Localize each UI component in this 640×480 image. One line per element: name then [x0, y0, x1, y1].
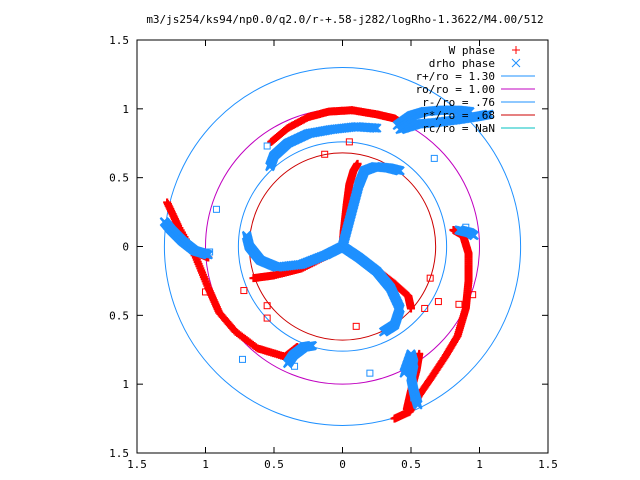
legend-label-2: r+/ro = 1.30	[416, 70, 495, 83]
legend-label-3: ro/ro = 1.00	[416, 83, 495, 96]
series-1-marker-2	[212, 205, 220, 213]
y-tick-label-0: 1.5	[109, 34, 129, 47]
series-0-marker-4	[240, 287, 248, 295]
circle-2	[237, 141, 448, 352]
series-0-marker-6	[434, 298, 442, 306]
x-tick-label-1: 1	[202, 458, 209, 471]
series-1-marker-4	[462, 223, 470, 231]
series-1-curve-4-point-70	[465, 106, 475, 117]
series-1-curve-2-point-84	[378, 327, 389, 337]
series-0-marker-9	[202, 288, 209, 296]
series-0-curve-2-point-70	[407, 304, 415, 313]
series-1-marker-3	[206, 248, 214, 256]
series-0-marker-5	[263, 302, 271, 310]
x-tick-label-3: 0	[339, 458, 346, 471]
legend-label-5: r*/ro = .68	[422, 109, 495, 122]
data-layer	[159, 105, 494, 423]
series-0-marker-0	[345, 138, 353, 146]
series-0-curve-5-point-140	[390, 414, 399, 423]
x-tick-label-2: 0.5	[264, 458, 284, 471]
x-tick-label-6: 1.5	[538, 458, 558, 471]
series-0-marker-7	[455, 300, 463, 308]
x-tick-label-0: 1.5	[127, 458, 147, 471]
y-tick-label-4: 0.5	[109, 309, 129, 322]
series-1-curve-7-point-70	[399, 368, 409, 378]
legend-swatch-1	[511, 58, 521, 68]
y-tick-label-3: 0	[122, 241, 129, 254]
legend-label-0: W phase	[449, 44, 495, 57]
series-1-marker-5	[366, 369, 374, 377]
chart-title: m3/js254/ks94/np0.0/q2.0/r-+.58-j282/log…	[146, 13, 543, 26]
series-1-marker-1	[430, 154, 438, 162]
series-1-curve-1-point-84	[241, 230, 252, 241]
y-tick-label-1: 1	[122, 103, 129, 116]
x-tick-label-4: 0.5	[401, 458, 421, 471]
x-tick-label-5: 1	[476, 458, 483, 471]
legend-label-1: drho phase	[429, 57, 495, 70]
y-tick-label-6: 1.5	[109, 447, 129, 460]
series-1-marker-7	[238, 355, 246, 363]
series-1-curve-6-point-28	[469, 230, 479, 241]
series-1-marker-9	[393, 167, 401, 175]
series-0-marker-3	[421, 304, 429, 312]
series-0-curve-4-point-56	[267, 137, 276, 146]
series-0-marker-11	[352, 322, 360, 330]
series-1-curve-9-point-42	[307, 340, 318, 351]
legend-swatch-0	[512, 46, 520, 54]
series-0-marker-10	[263, 314, 271, 322]
series-0-curve-0-point-70	[353, 159, 362, 168]
series-1-marker-6	[410, 394, 418, 402]
series-0-marker-1	[321, 150, 329, 158]
legend-label-6: rc/ro = NaN	[422, 122, 495, 135]
series-0-curve-6-point-42	[402, 404, 411, 413]
y-tick-label-2: 0.5	[109, 172, 129, 185]
y-tick-label-5: 1	[122, 378, 129, 391]
circle-0	[163, 67, 522, 426]
legend-label-4: r-/ro = .76	[422, 96, 495, 109]
axis-ticks: 1.5 1 0.5 0 0.5 1 1.51.510.500.511.5	[109, 34, 558, 471]
series-1-marker-8	[291, 362, 299, 370]
series-0-marker-2	[426, 274, 434, 282]
series-1-curve-3-point-70	[484, 109, 494, 120]
series-1-marker-0	[263, 142, 271, 150]
series-0-marker-8	[469, 291, 477, 299]
series-0-curve-1-point-56	[249, 274, 258, 283]
series-1-curve-5-point-84	[371, 123, 382, 133]
